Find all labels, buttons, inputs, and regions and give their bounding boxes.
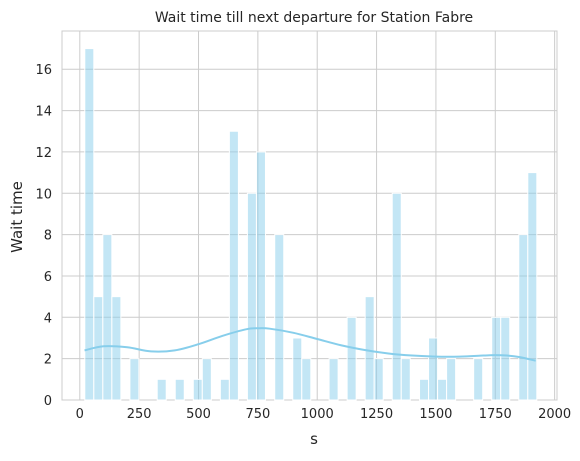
y-tick-label-5: 10	[35, 187, 52, 202]
histogram-bar-15	[301, 358, 312, 401]
y-tick-label-8: 16	[35, 63, 52, 78]
y-axis-label: Wait time	[8, 181, 26, 253]
histogram-bar-7	[192, 378, 203, 401]
histogram-bar-26	[473, 358, 484, 401]
kde-curve-layer	[84, 327, 536, 362]
histogram-bar-14	[292, 337, 303, 401]
x-tick-label-8: 2000	[538, 407, 571, 422]
plot-frame	[61, 30, 558, 401]
histogram-bar-29	[518, 234, 529, 401]
histogram-bars	[84, 48, 538, 401]
histogram-bar-9	[219, 378, 230, 401]
x-tick-label-1: 250	[127, 407, 152, 422]
chart-title: Wait time till next departure for Statio…	[155, 10, 473, 26]
x-tick-label-6: 1500	[419, 407, 452, 422]
histogram-bar-0	[84, 48, 95, 401]
histogram-bar-6	[174, 378, 185, 401]
y-tick-label-3: 6	[44, 270, 52, 285]
histogram-bar-2	[102, 234, 113, 401]
histogram-bar-10	[228, 130, 239, 401]
histogram-bar-22	[419, 378, 430, 401]
histogram-bar-23	[428, 337, 439, 401]
x-tick-label-4: 1000	[301, 407, 334, 422]
histogram-bar-16	[328, 358, 339, 401]
histogram-bar-5	[156, 378, 167, 401]
histogram-bar-25	[446, 358, 457, 401]
x-tick-label-7: 1750	[479, 407, 512, 422]
y-tick-label-6: 12	[35, 146, 52, 161]
histogram-bar-27	[491, 316, 502, 401]
y-tick-label-1: 2	[44, 353, 52, 368]
histogram-bar-17	[346, 316, 357, 401]
x-tick-label-2: 500	[186, 407, 211, 422]
x-axis-label: s	[310, 430, 318, 448]
kde-curve	[84, 327, 536, 362]
y-tick-label-2: 4	[44, 311, 52, 326]
y-tick-label-4: 8	[44, 229, 52, 244]
grid-lines	[61, 30, 558, 401]
histogram-bar-8	[201, 358, 212, 401]
histogram-bar-3	[111, 296, 122, 401]
histogram-bar-20	[391, 192, 402, 401]
histogram-bar-24	[437, 378, 448, 401]
histogram-bar-19	[373, 358, 384, 401]
x-tick-label-5: 1250	[360, 407, 393, 422]
histogram-bar-12	[255, 151, 266, 401]
histogram-bar-30	[527, 172, 538, 401]
x-tick-label-3: 750	[245, 407, 270, 422]
histogram-bar-18	[364, 296, 375, 401]
histogram-bar-11	[246, 192, 257, 401]
histogram-bar-21	[400, 358, 411, 401]
x-tick-label-0: 0	[76, 407, 84, 422]
histogram-bar-4	[129, 358, 140, 401]
histogram-bar-13	[274, 234, 285, 401]
histogram-bar-28	[500, 316, 511, 401]
y-tick-label-0: 0	[44, 394, 52, 409]
y-tick-label-7: 14	[35, 105, 52, 120]
axis-ticks: 0 250 500 750 1000 1250 1500 1750 2000 0 2 4 6 8 10 12 1…	[35, 63, 571, 422]
